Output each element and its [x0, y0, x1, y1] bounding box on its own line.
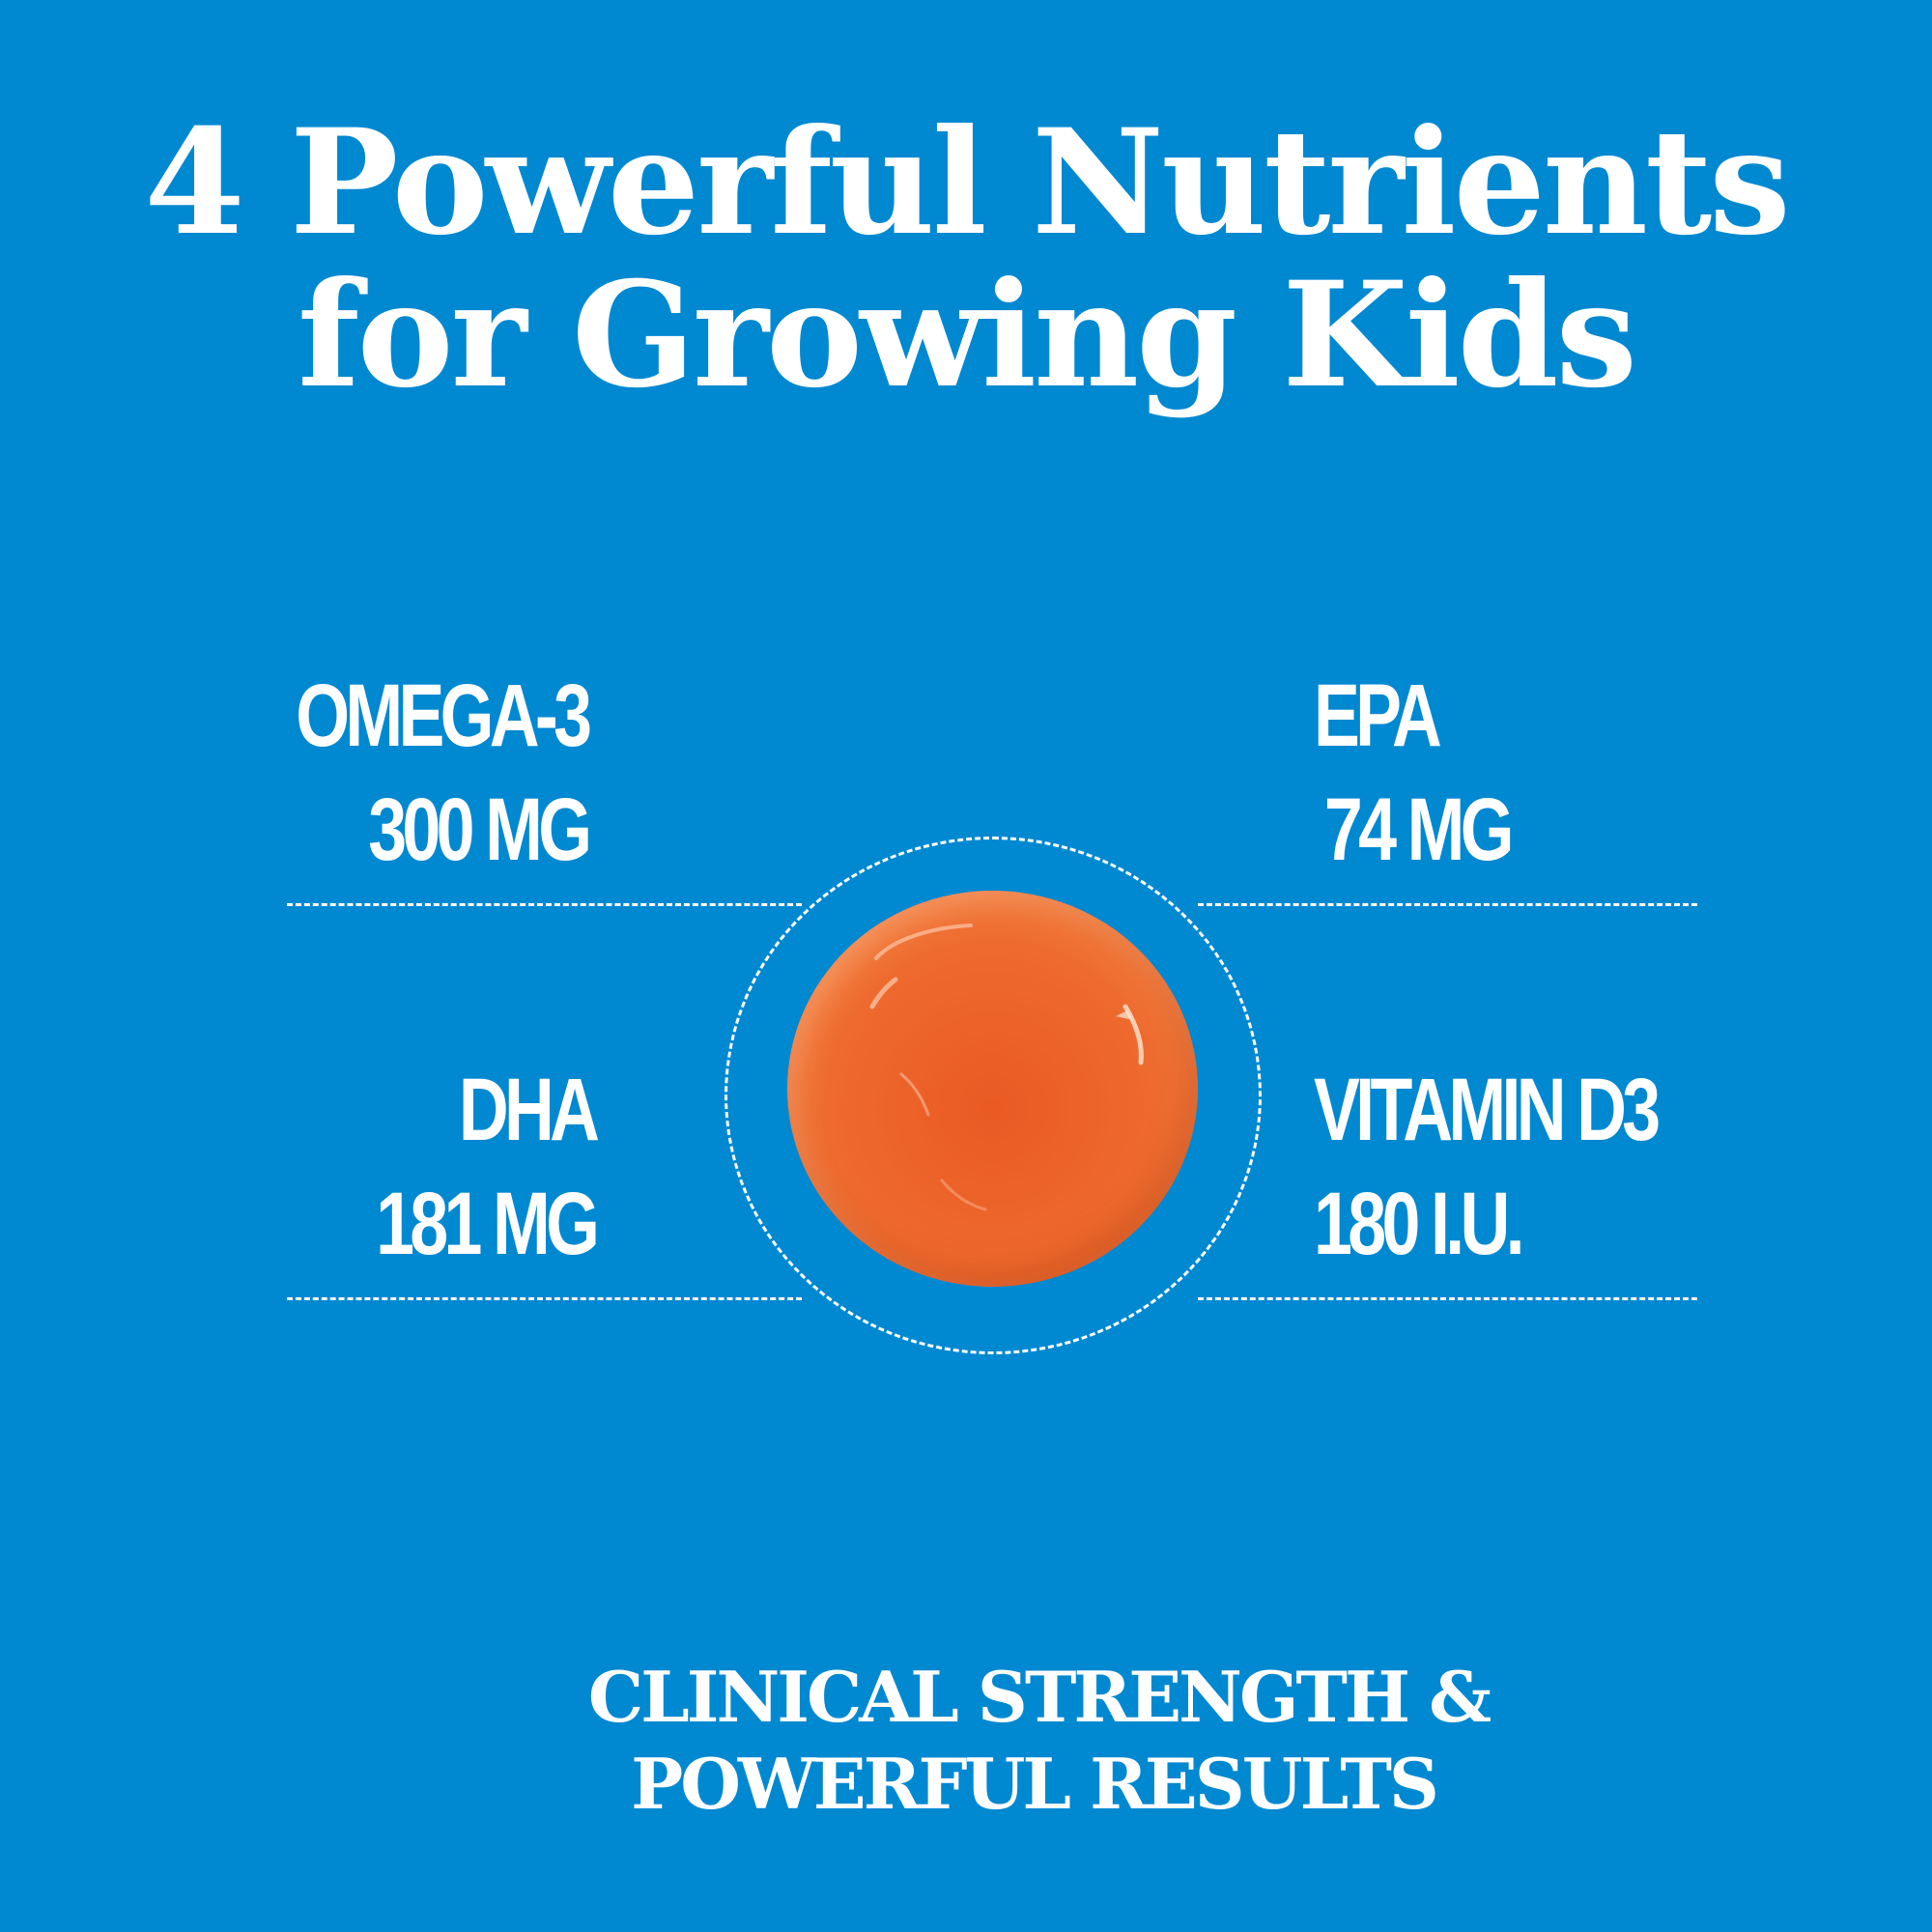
headline-line-2: for Growing Kids — [298, 250, 1637, 420]
headline-line-1: 4 Powerful Nutrients — [144, 98, 1790, 268]
nutrient-omega-3: OMEGA-3 300 MG — [295, 659, 592, 887]
nutrient-name: OMEGA-3 — [295, 667, 592, 765]
nutrient-vitamin-d3: VITAMIN D3 180 I.U. — [1314, 1053, 1661, 1281]
nutrient-dha: DHA 181 MG — [375, 1053, 600, 1281]
gummy-highlights — [869, 923, 1144, 1211]
headline: 4 Powerful Nutrients for Growing Kids — [0, 106, 1932, 412]
tagline-line-1: CLINICAL STRENGTH & — [587, 1656, 1492, 1738]
gummy-image — [787, 891, 1198, 1287]
divider-lower-right — [1198, 1297, 1697, 1300]
nutrient-amount: 74 MG — [1323, 781, 1515, 879]
nutrient-epa: EPA 74 MG — [1314, 659, 1515, 887]
nutrient-name: EPA — [1314, 667, 1442, 765]
tagline: CLINICAL STRENGTH & POWERFUL RESULTS — [0, 1654, 1932, 1828]
dashed-ring — [724, 837, 1262, 1354]
nutrient-name: VITAMIN D3 — [1314, 1061, 1661, 1159]
nutrient-name: DHA — [458, 1061, 600, 1159]
nutrient-amount: 181 MG — [375, 1175, 600, 1273]
nutrient-amount: 180 I.U. — [1314, 1175, 1525, 1273]
divider-upper-right — [1198, 903, 1697, 906]
divider-upper-left — [287, 903, 802, 906]
divider-lower-left — [287, 1297, 802, 1300]
tagline-line-2: POWERFUL RESULTS — [631, 1743, 1439, 1825]
nutrient-amount: 300 MG — [367, 781, 592, 879]
